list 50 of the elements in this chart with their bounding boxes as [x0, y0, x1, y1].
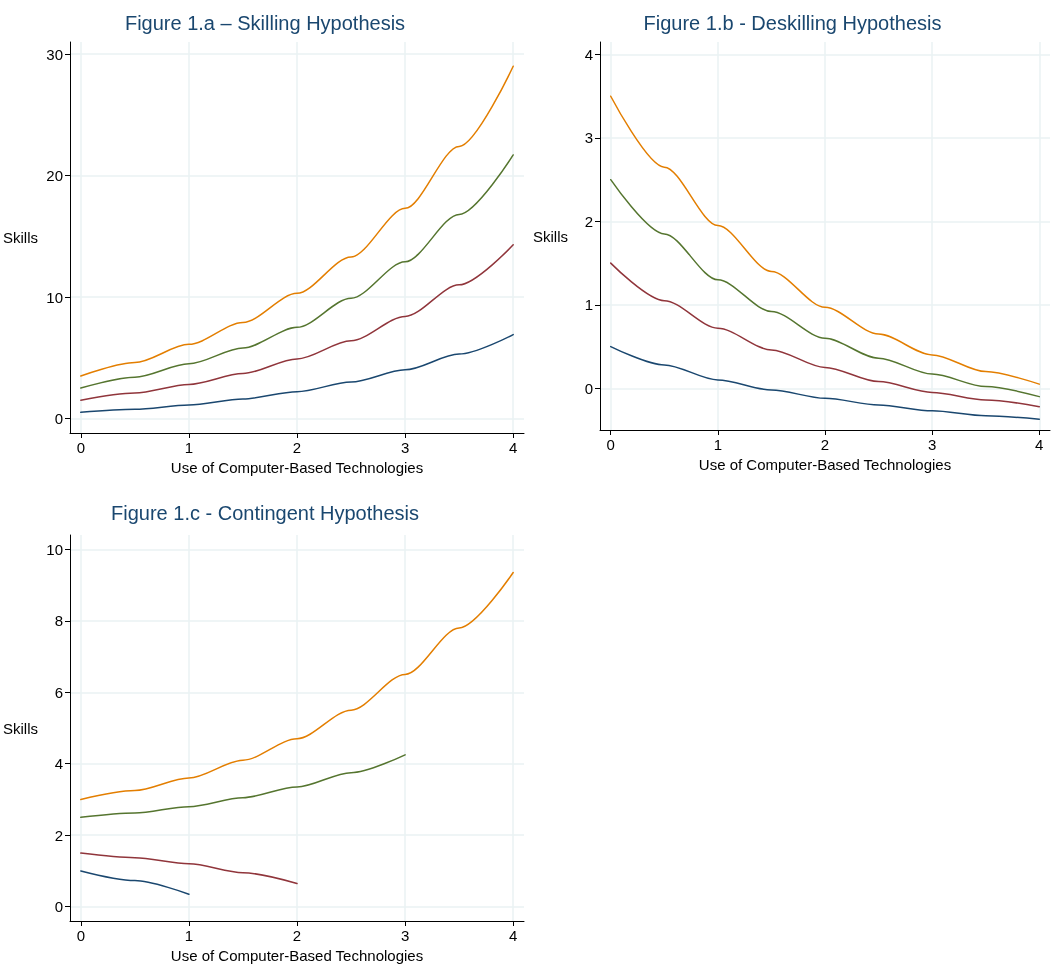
x-tick-label: 2	[292, 927, 302, 944]
y-tick-label: 4	[584, 46, 593, 64]
line-series	[80, 244, 514, 401]
y-tick-label: 4	[54, 755, 63, 773]
x-tick-label: 2	[292, 439, 302, 456]
x-tick-label: 3	[400, 439, 410, 456]
y-tick-label: 0	[54, 409, 63, 427]
x-tick-label: 3	[927, 436, 937, 453]
y-tick-label: 10	[46, 540, 63, 558]
x-axis-title: Use of Computer-Based Technologies	[698, 455, 952, 473]
x-axis-title: Use of Computer-Based Technologies	[170, 458, 424, 476]
y-tick-label: 2	[584, 212, 593, 230]
y-tick-label: 1	[584, 296, 593, 314]
y-axis-title: Skills	[2, 229, 38, 246]
chart-title: Figure 1.a – Skilling Hypothesis	[124, 12, 406, 34]
x-tick-label: 0	[76, 927, 85, 944]
x-tick-label: 0	[76, 439, 85, 456]
x-tick-label: 4	[1035, 436, 1044, 453]
x-tick-label: 4	[509, 927, 518, 944]
chart-title: Figure 1.b - Deskilling Hypothesis	[643, 12, 942, 34]
line-series	[80, 571, 514, 801]
y-tick-label: 30	[46, 45, 63, 63]
x-tick-label: 1	[184, 927, 194, 944]
x-tick-label: 2	[820, 436, 830, 453]
y-tick-label: 10	[46, 288, 63, 306]
y-tick-label: 6	[54, 683, 63, 701]
x-tick-label: 1	[713, 436, 723, 453]
y-tick-label: 8	[54, 612, 63, 630]
line-series	[80, 333, 514, 414]
line-series	[609, 95, 1041, 385]
x-tick-label: 3	[400, 927, 410, 944]
line-series	[609, 262, 1041, 408]
y-tick-label: 20	[46, 167, 63, 185]
y-axis-title: Skills	[2, 719, 38, 737]
x-tick-label: 4	[509, 439, 518, 456]
x-tick-label: 0	[606, 436, 615, 453]
line-series	[609, 178, 1041, 398]
line-series	[80, 65, 514, 377]
y-tick-label: 0	[584, 379, 593, 397]
y-tick-label: 2	[54, 826, 63, 844]
line-series	[80, 754, 406, 819]
line-series	[609, 345, 1041, 420]
line-series	[80, 852, 298, 885]
y-tick-label: 3	[584, 129, 593, 147]
y-tick-label: 0	[54, 898, 63, 916]
line-series	[80, 154, 514, 389]
x-axis-title: Use of Computer-Based Technologies	[170, 946, 424, 964]
y-axis-title: Skills	[532, 227, 568, 245]
chart-title: Figure 1.c - Contingent Hypothesis	[111, 502, 419, 524]
x-tick-label: 1	[184, 439, 194, 456]
